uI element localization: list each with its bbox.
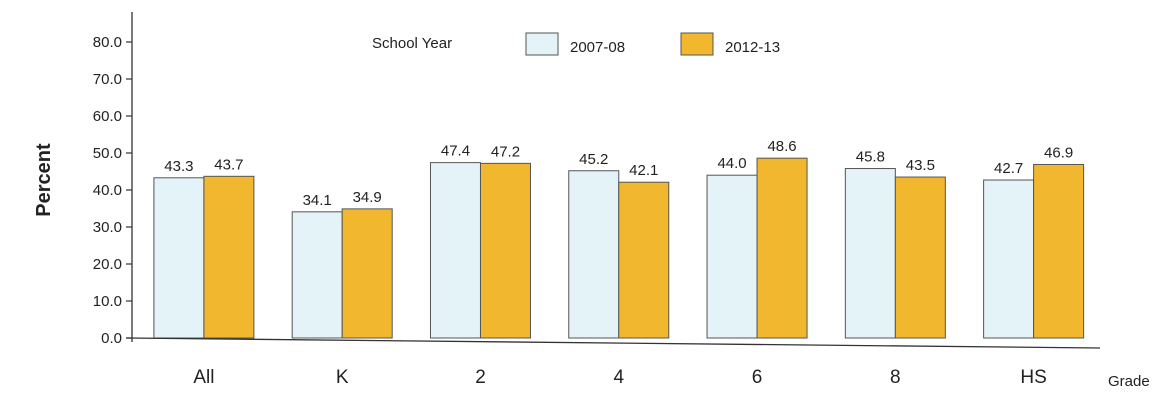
y-tick-label: 30.0: [93, 219, 122, 236]
bar-2007-08-8: [844, 168, 896, 339]
y-tick-label: 20.0: [93, 256, 122, 273]
data-label: 45.2: [579, 151, 608, 168]
y-tick-label: 60.0: [93, 108, 122, 125]
x-tick-label: HS: [1020, 367, 1046, 388]
bar-2007-08-HS: [983, 179, 1035, 339]
bar-2012-13-6: [756, 157, 808, 339]
bar-2012-13-K: [341, 208, 393, 339]
bar-2012-13-4: [618, 181, 670, 339]
legend-swatch-2007-08: [525, 32, 559, 56]
x-tick-label: 8: [890, 367, 901, 388]
bar-2007-08-4: [568, 170, 620, 339]
legend-label: 2012-13: [725, 39, 780, 56]
legend-label: 2007-08: [570, 39, 625, 56]
data-label: 48.6: [767, 138, 796, 155]
legend-swatch-2012-13: [680, 32, 714, 56]
data-label: 43.5: [906, 157, 935, 174]
bar-2012-13-All: [203, 175, 255, 339]
x-axis-line: [125, 337, 1101, 349]
y-tick-label: 0.0: [101, 330, 122, 347]
bar-2007-08-K: [291, 211, 343, 339]
x-tick-label: 2: [475, 367, 486, 388]
x-axis-label: Grade: [1108, 373, 1150, 390]
y-tick-label: 10.0: [93, 293, 122, 310]
bar-2007-08-6: [706, 174, 758, 339]
data-label: 42.1: [629, 162, 658, 179]
bar-2012-13-2: [479, 162, 531, 339]
legend: School Year 2007-08 2012-13: [372, 32, 780, 56]
x-tick-label: 6: [752, 367, 763, 388]
bar-2012-13-HS: [1033, 163, 1085, 339]
data-label: 47.4: [441, 143, 470, 160]
y-axis: 0.0 10.0 20.0 30.0 40.0 50.0 60.0 70.0 80.0: [93, 12, 133, 347]
data-label: 44.0: [717, 155, 746, 172]
bars-group: 43.3 43.7 34.1 34.9 47.4 47.2 45.2 42.1 44.0 48.6…: [153, 138, 1085, 339]
data-label: 46.9: [1044, 144, 1073, 161]
y-tick-label: 80.0: [93, 34, 122, 51]
data-label: 43.3: [164, 158, 193, 175]
data-label: 43.7: [214, 156, 243, 173]
bar-2007-08-2: [429, 162, 481, 339]
legend-title: School Year: [372, 35, 452, 52]
y-tick-label: 70.0: [93, 71, 122, 88]
x-axis: All K 2 4 6 8 HS: [125, 337, 1101, 388]
data-label: 42.7: [994, 160, 1023, 177]
y-axis-label: Percent: [33, 143, 55, 217]
data-label: 47.2: [491, 143, 520, 160]
y-tick-label: 50.0: [93, 145, 122, 162]
y-tick-label: 40.0: [93, 182, 122, 199]
data-label: 45.8: [856, 149, 885, 166]
bar-2012-13-8: [894, 176, 946, 339]
x-tick-label: All: [193, 367, 214, 388]
bar-2007-08-All: [153, 177, 205, 339]
x-tick-label: 4: [613, 367, 624, 388]
data-label: 34.1: [303, 192, 332, 209]
x-tick-label: K: [336, 367, 349, 388]
data-label: 34.9: [353, 189, 382, 206]
